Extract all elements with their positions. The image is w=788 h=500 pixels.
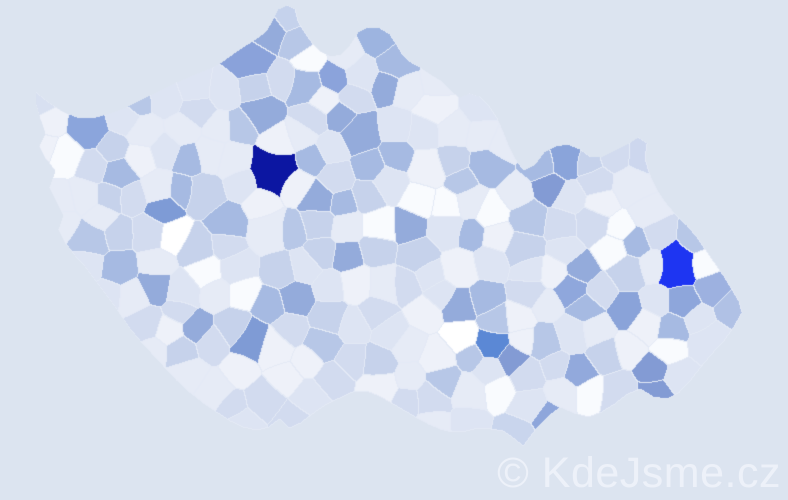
kdejsme-map-page: © KdeJsme.cz bbox=[0, 0, 788, 500]
czech-republic-choropleth-map[interactable] bbox=[0, 0, 788, 500]
